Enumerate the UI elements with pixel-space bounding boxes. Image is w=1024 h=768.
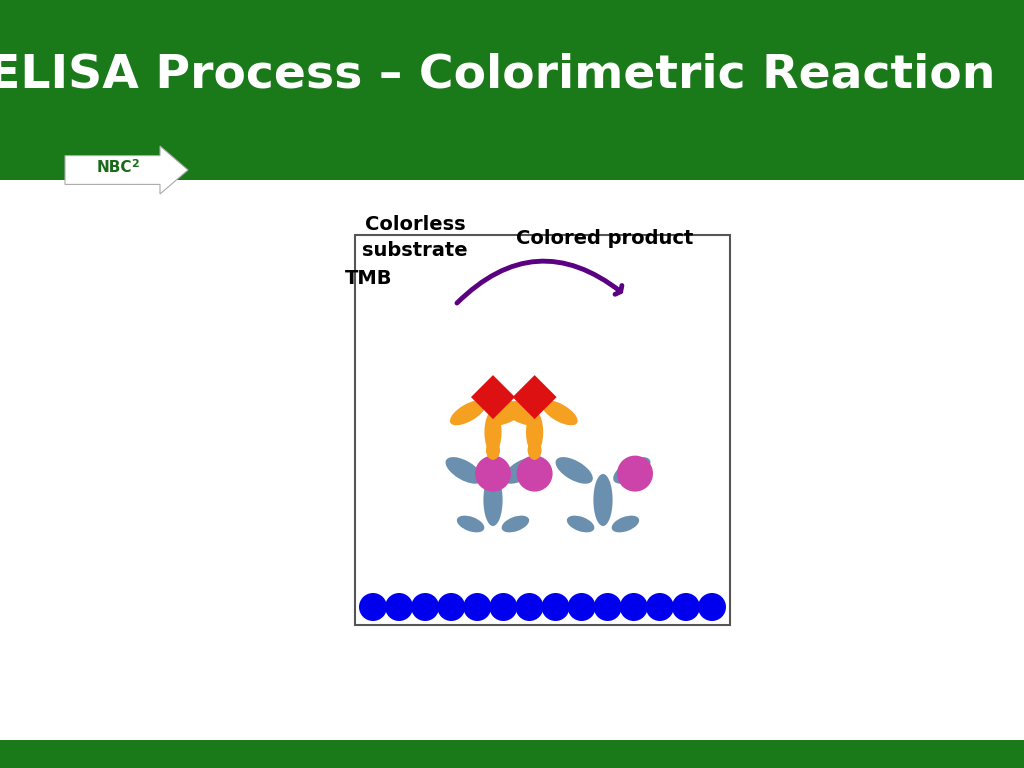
Ellipse shape — [457, 515, 484, 532]
FancyArrow shape — [65, 146, 188, 194]
Ellipse shape — [445, 457, 483, 484]
Circle shape — [567, 593, 596, 621]
Circle shape — [489, 593, 517, 621]
Circle shape — [672, 593, 700, 621]
Polygon shape — [0, 180, 1024, 275]
Circle shape — [359, 593, 387, 621]
Text: NBC: NBC — [97, 161, 132, 176]
Ellipse shape — [542, 400, 578, 425]
Circle shape — [516, 455, 553, 492]
Circle shape — [620, 593, 648, 621]
Text: TMB: TMB — [345, 269, 392, 287]
Text: ELISA Process – Colorimetric Reaction: ELISA Process – Colorimetric Reaction — [0, 52, 995, 98]
Ellipse shape — [567, 515, 594, 532]
Bar — [0, 0, 1024, 180]
Circle shape — [463, 593, 492, 621]
Ellipse shape — [484, 411, 502, 454]
Ellipse shape — [450, 400, 486, 425]
Bar — [355, 235, 730, 625]
Ellipse shape — [500, 400, 536, 425]
Ellipse shape — [486, 440, 500, 460]
Circle shape — [646, 593, 674, 621]
Circle shape — [437, 593, 465, 621]
Ellipse shape — [526, 411, 543, 454]
Circle shape — [475, 455, 511, 492]
Text: Colorless: Colorless — [365, 216, 465, 234]
Ellipse shape — [556, 457, 593, 484]
Circle shape — [515, 593, 544, 621]
Ellipse shape — [483, 474, 503, 526]
Ellipse shape — [492, 400, 527, 425]
Ellipse shape — [527, 440, 542, 460]
Text: 2: 2 — [131, 159, 138, 169]
Polygon shape — [471, 375, 515, 419]
Text: substrate: substrate — [362, 240, 468, 260]
Circle shape — [542, 593, 569, 621]
Ellipse shape — [503, 457, 541, 484]
Ellipse shape — [593, 474, 612, 526]
Circle shape — [698, 593, 726, 621]
Bar — [0, 740, 1024, 768]
Circle shape — [617, 455, 653, 492]
Ellipse shape — [502, 515, 529, 532]
Circle shape — [385, 593, 413, 621]
Circle shape — [412, 593, 439, 621]
Ellipse shape — [611, 515, 639, 532]
Text: Colored product: Colored product — [516, 229, 693, 247]
Ellipse shape — [613, 457, 650, 484]
Circle shape — [594, 593, 622, 621]
Polygon shape — [513, 375, 557, 419]
